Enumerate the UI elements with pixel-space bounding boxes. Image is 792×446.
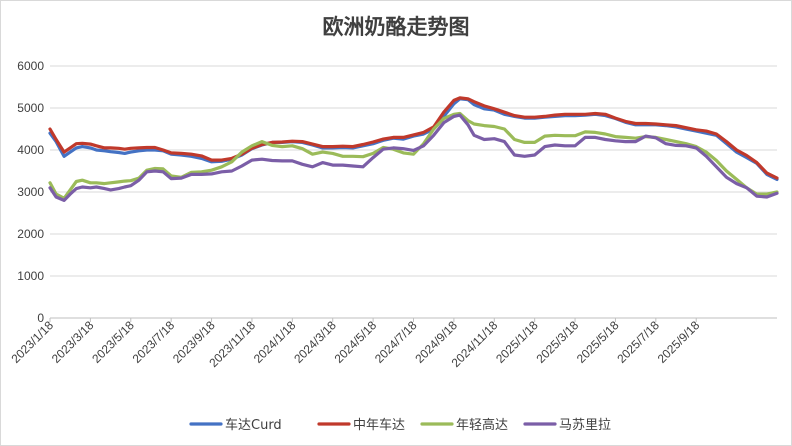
- x-tick-label: 2023/3/18: [49, 318, 97, 366]
- x-tick-label: 2023/7/18: [130, 318, 178, 366]
- y-tick-label: 6000: [17, 59, 44, 73]
- y-tick-label: 4000: [17, 143, 44, 157]
- x-tick-label: 2024/5/18: [332, 318, 380, 366]
- legend: 车达Curd 中年车达 年轻高达 马苏里拉: [189, 417, 611, 433]
- x-tick-label: 2024/1/18: [251, 318, 299, 366]
- y-tick-label: 1000: [17, 269, 44, 283]
- x-tick-label: 2024/7/18: [372, 318, 420, 366]
- legend-label: 车达Curd: [225, 417, 282, 433]
- x-tick-label: 2025/7/18: [614, 318, 662, 366]
- series-line-2: [48, 96, 779, 180]
- x-tick-label: 2023/5/18: [89, 318, 137, 366]
- y-tick-label: 2000: [17, 227, 44, 241]
- x-tick-label: 2025/5/18: [574, 318, 622, 366]
- x-tick-label: 2025/9/18: [655, 318, 703, 366]
- gridlines: [50, 65, 777, 277]
- x-tick-label: 2024/3/18: [291, 318, 339, 366]
- legend-label: 年轻高达: [456, 417, 508, 433]
- axes: 0 1000 2000 3000 4000 5000 6000 2023/1/182023/3…: [8, 59, 777, 370]
- legend-label: 马苏里拉: [559, 417, 611, 433]
- legend-label: 中年车达: [353, 417, 405, 433]
- x-tick-label: 2025/3/18: [534, 318, 582, 366]
- y-tick-label: 0: [37, 311, 44, 325]
- series-lines: [48, 96, 779, 202]
- chart-title: 欧洲奶酪走势图: [323, 15, 470, 39]
- y-tick-label: 3000: [17, 185, 44, 199]
- x-tick-label: 2023/1/18: [8, 318, 56, 366]
- series-line-4: [48, 113, 779, 202]
- x-tick-label: 2025/1/18: [493, 318, 541, 366]
- y-tick-label: 5000: [17, 101, 44, 115]
